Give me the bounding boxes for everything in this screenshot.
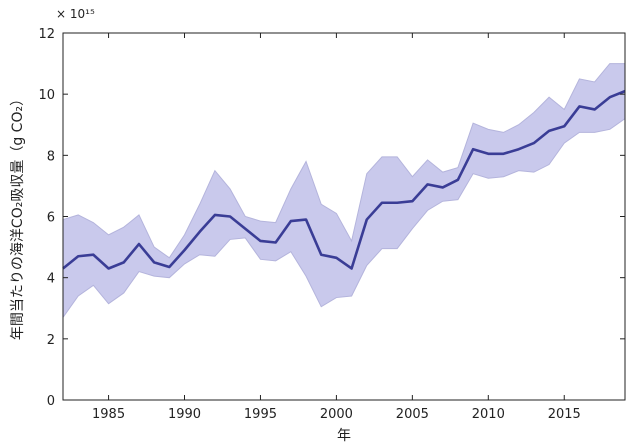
axes bbox=[62, 32, 626, 401]
x-tick-label: 2000 bbox=[320, 407, 353, 422]
uncertainty-band bbox=[62, 63, 626, 319]
axes-frame bbox=[62, 32, 626, 401]
tick-labels: 0 2 4 6 8 10 12 1985 1990 1995 2000 2005 2010 2015 bbox=[38, 27, 580, 422]
y-tick-label: 2 bbox=[47, 333, 55, 348]
x-tick-label: 1985 bbox=[92, 407, 125, 422]
x-tick-label: 2005 bbox=[396, 407, 429, 422]
y-tick-label: 6 bbox=[47, 211, 55, 226]
y-tick-label: 8 bbox=[47, 149, 55, 164]
x-tick-label: 2010 bbox=[472, 407, 505, 422]
plot-area bbox=[62, 63, 626, 319]
x-axis-label: 年 bbox=[337, 428, 351, 444]
y-tick-label: 4 bbox=[47, 272, 55, 287]
y-tick-label: 0 bbox=[47, 394, 55, 409]
x-tick-label: 1995 bbox=[244, 407, 277, 422]
y-multiplier-label: × 10¹⁵ bbox=[56, 7, 95, 21]
y-axis-label: 年間当たりの海洋CO₂吸収量（g CO₂） bbox=[10, 92, 26, 340]
mean-line bbox=[62, 89, 626, 270]
y-tick-label: 12 bbox=[38, 27, 55, 42]
x-tick-label: 2015 bbox=[548, 407, 581, 422]
x-tick-label: 1990 bbox=[168, 407, 201, 422]
y-tick-label: 10 bbox=[38, 88, 55, 103]
